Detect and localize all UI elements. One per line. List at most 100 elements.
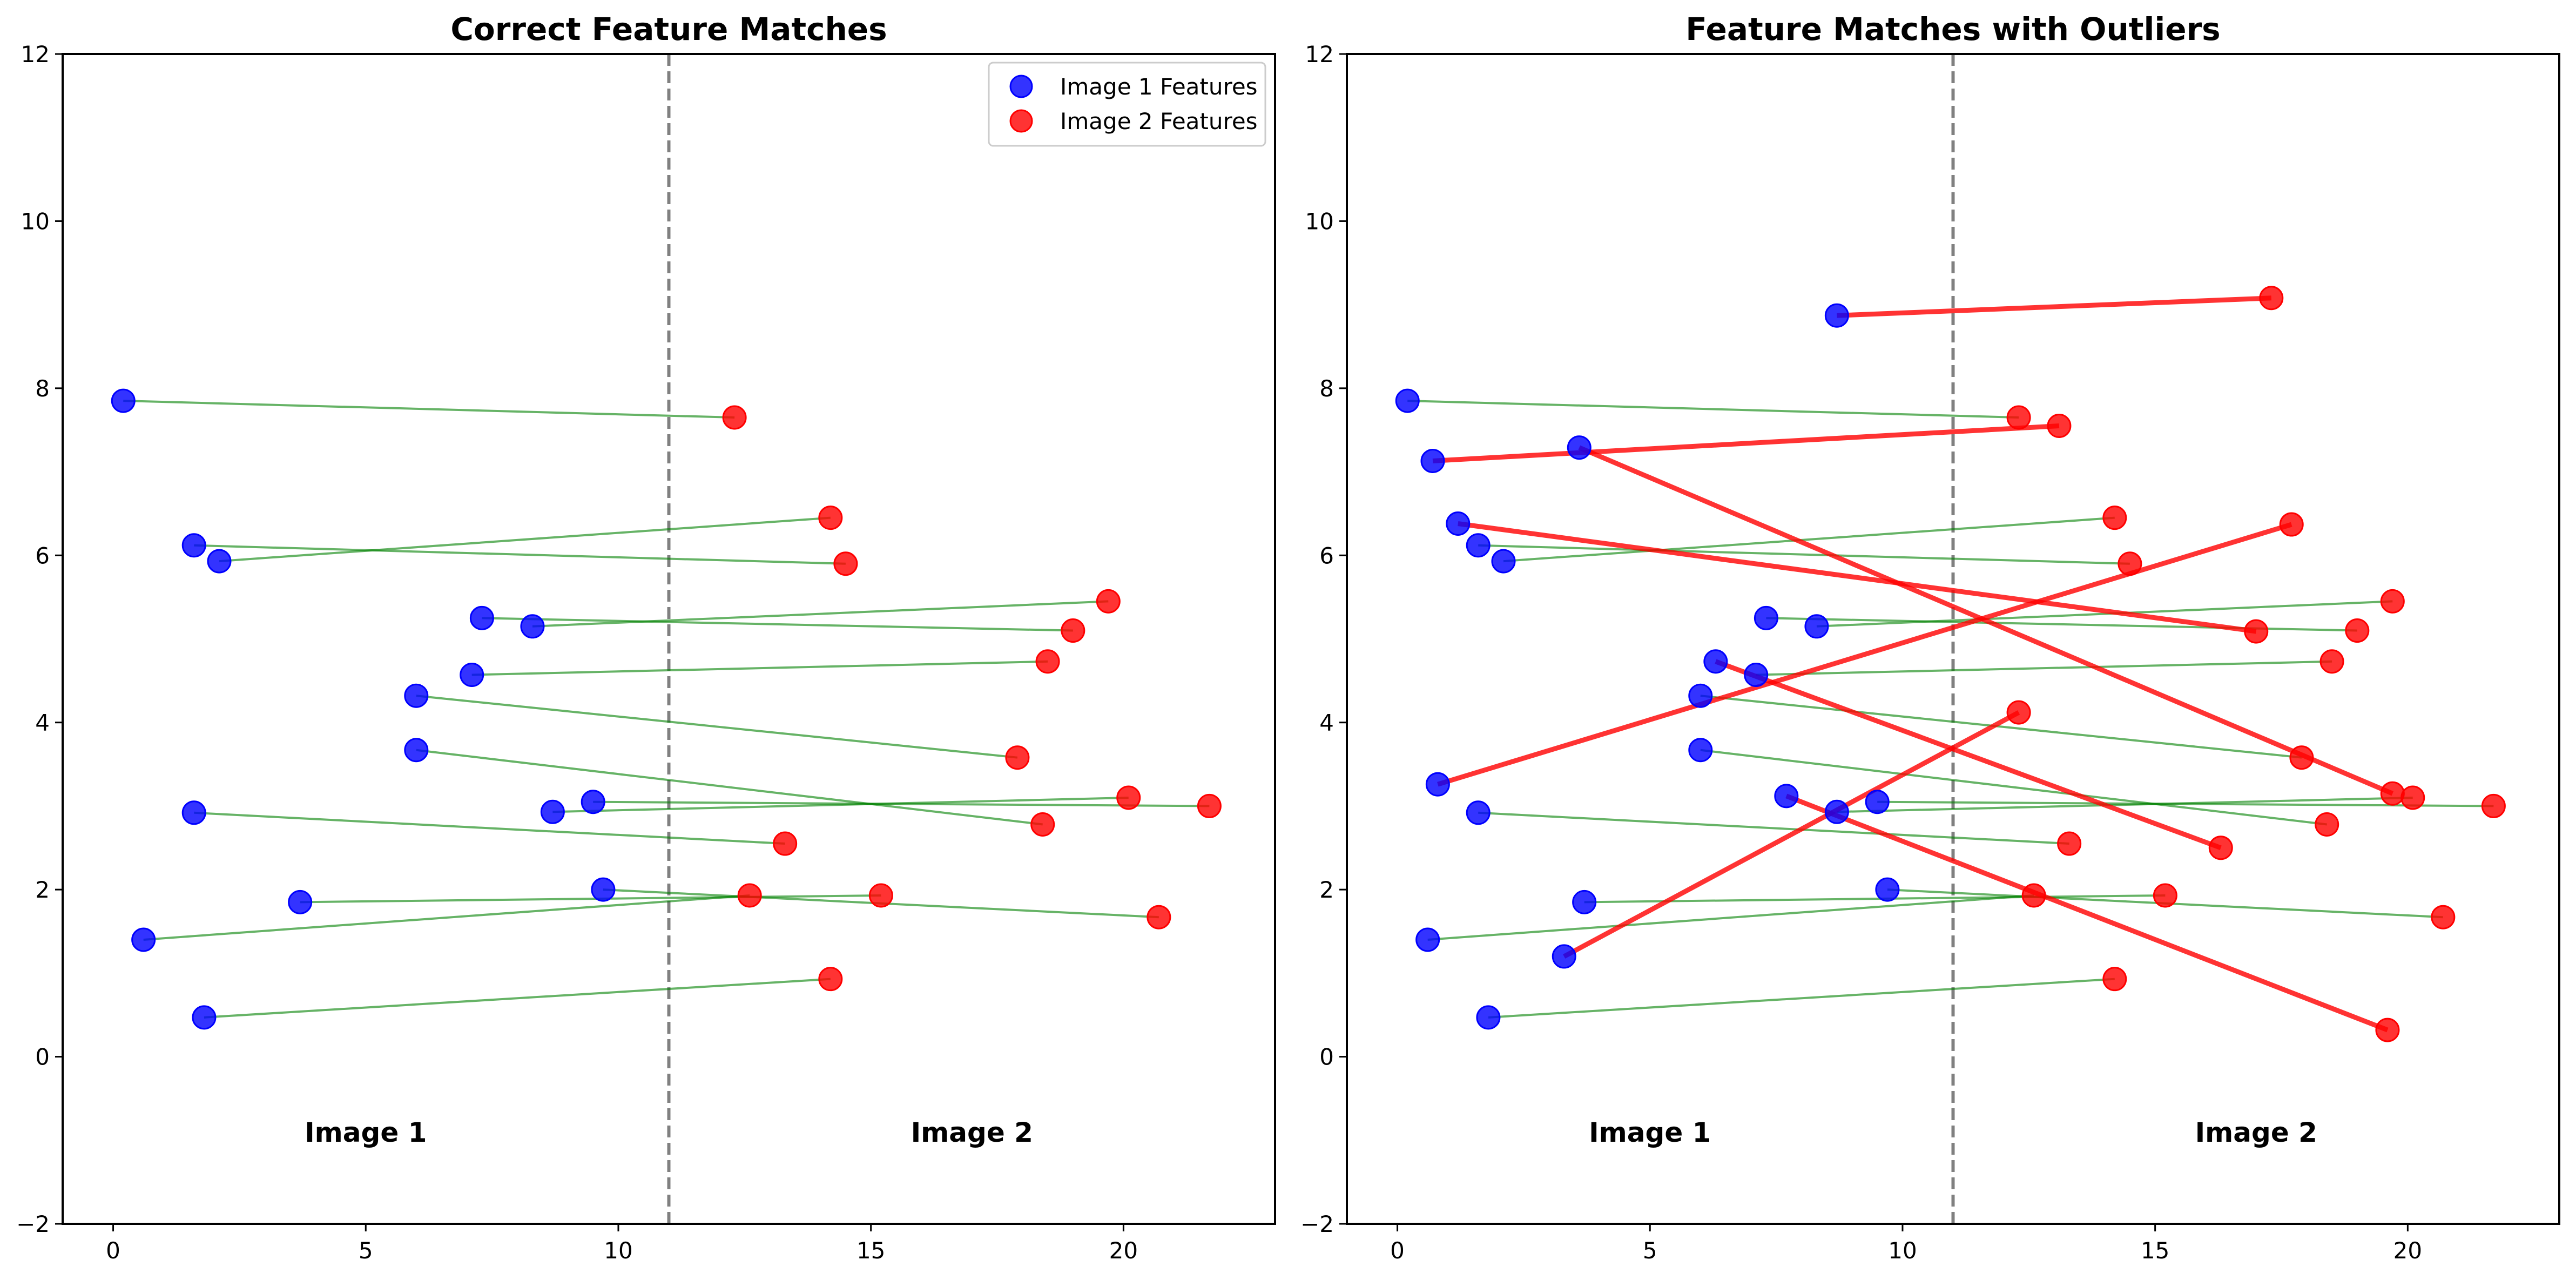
image1-feature-point [1572, 890, 1597, 914]
region-label: Image 1 [1589, 1117, 1711, 1148]
outlier-match-line [1578, 445, 2394, 796]
image2-feature-point [737, 883, 762, 908]
image2-feature-point [2102, 967, 2127, 992]
region-label: Image 2 [2195, 1117, 2317, 1148]
image2-feature-point [2118, 551, 2142, 576]
image1-feature-point [1865, 790, 1890, 814]
y-tick-label: 0 [35, 1044, 50, 1070]
image1-feature-point [1395, 388, 1420, 413]
image1-feature-point [192, 1005, 217, 1030]
image1-feature-point [1774, 784, 1799, 809]
inlier-match-line [482, 617, 1073, 632]
y-tick-label: −2 [1300, 1211, 1334, 1237]
legend-marker [1009, 109, 1033, 133]
image1-feature-point [1754, 605, 1778, 630]
image1-feature-point [1466, 533, 1491, 558]
image1-feature-point [1688, 683, 1713, 708]
image1-feature-point [111, 388, 136, 413]
x-tick-label: 10 [1888, 1237, 1917, 1264]
x-tick-label: 5 [1643, 1237, 1657, 1264]
x-tick-label: 15 [857, 1237, 885, 1264]
image2-feature-point [2315, 812, 2339, 837]
x-tick-label: 10 [604, 1237, 632, 1264]
image1-feature-point [1415, 927, 1440, 952]
y-tick-label: 10 [21, 208, 50, 234]
inlier-match-line [143, 894, 750, 941]
image1-feature-point [1703, 649, 1728, 674]
image2-feature-point [2153, 883, 2177, 908]
chart-title: Correct Feature Matches [450, 11, 887, 48]
image2-feature-point [1005, 745, 1030, 770]
image2-feature-point [2380, 781, 2405, 806]
image2-feature-point [833, 551, 858, 576]
y-tick-label: 4 [35, 710, 50, 736]
inlier-match-line [1756, 660, 2332, 676]
y-tick-label: 12 [21, 41, 50, 68]
x-tick-label: 15 [2141, 1237, 2169, 1264]
image2-feature-point [2047, 413, 2072, 438]
legend-label: Image 1 Features [1060, 73, 1258, 100]
image1-feature-point [181, 800, 206, 825]
x-tick-label: 0 [106, 1237, 120, 1264]
image1-feature-point [1425, 772, 1450, 797]
image2-feature-point [1096, 589, 1121, 614]
inlier-match-line [1503, 516, 2115, 563]
image1-feature-point [1567, 435, 1592, 460]
image2-feature-point [1030, 812, 1055, 837]
image1-feature-point [288, 890, 313, 914]
image1-feature-point [1824, 799, 1849, 824]
inlier-match-line [1478, 544, 2130, 565]
outlier-match-line [1715, 659, 2222, 851]
image1-feature-point [1824, 303, 1849, 328]
y-tick-label: 4 [1319, 710, 1334, 736]
x-tick-label: 0 [1390, 1237, 1405, 1264]
legend-marker [1009, 75, 1033, 98]
image1-feature-point [404, 738, 429, 763]
image2-feature-point [2057, 831, 2082, 856]
image2-feature-point [2208, 836, 2233, 860]
y-tick-label: 2 [35, 877, 50, 903]
image2-feature-point [1035, 649, 1060, 674]
inlier-match-line [471, 660, 1048, 676]
inlier-match-line [1700, 695, 2302, 759]
image1-feature-point [460, 663, 484, 688]
image1-feature-point [131, 927, 156, 952]
image2-feature-point [818, 506, 843, 530]
legend-box [988, 62, 1266, 147]
image2-feature-point [1147, 905, 1171, 929]
inlier-match-line [552, 796, 1129, 813]
image2-feature-point [2021, 883, 2046, 908]
y-tick-label: 8 [35, 375, 50, 402]
image1-feature-point [181, 533, 206, 558]
y-tick-label: 2 [1319, 877, 1334, 903]
image1-feature-point [404, 683, 429, 708]
image2-feature-point [2289, 745, 2314, 770]
inlier-match-line [219, 516, 831, 563]
image2-feature-point [722, 405, 747, 430]
image2-feature-point [2259, 286, 2284, 311]
y-tick-label: 6 [35, 542, 50, 569]
outlier-match-line [1458, 521, 2257, 634]
panel-matches-with-outliers: Feature Matches with Outliers 0 5 10 15 20−2… [1300, 11, 2560, 1264]
outlier-match-line [1837, 295, 2271, 318]
y-tick-label: 6 [1319, 542, 1334, 569]
image2-feature-point [1116, 785, 1141, 810]
x-tick-label: 20 [1109, 1237, 1138, 1264]
y-tick-label: 12 [1305, 41, 1334, 68]
image2-feature-point [818, 967, 843, 992]
outlier-match-line [1432, 423, 2060, 463]
image2-feature-point [2102, 506, 2127, 530]
inlier-match-line [1407, 400, 2019, 419]
inlier-match-line [416, 749, 1043, 826]
image1-feature-point [1688, 738, 1713, 763]
image2-feature-point [2006, 700, 2031, 725]
image2-feature-point [2375, 1018, 2400, 1042]
inlier-match-line [532, 600, 1109, 628]
chart-title: Feature Matches with Outliers [1685, 11, 2220, 48]
region-label: Image 1 [305, 1117, 427, 1148]
image1-feature-point [1476, 1005, 1501, 1030]
image2-feature-point [2319, 649, 2344, 674]
image1-feature-point [469, 605, 494, 630]
image2-feature-point [2279, 512, 2304, 537]
